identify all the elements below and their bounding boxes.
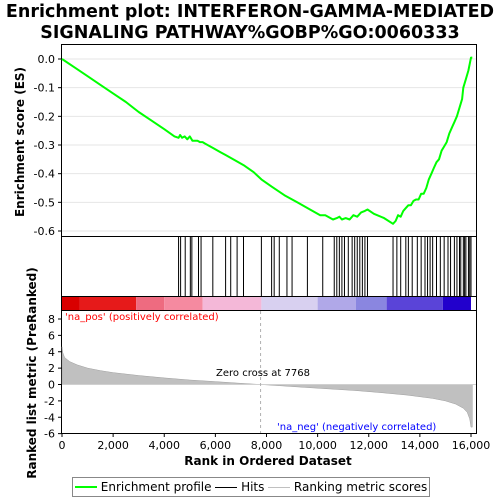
pos-label: 'na_pos' (positively correlated) — [65, 312, 219, 323]
title-line-1: Enrichment plot: INTERFERON-GAMMA-MEDIAT… — [5, 2, 495, 22]
legend-item-metric: Ranking metric scores — [267, 480, 428, 494]
enrichment-profile-line — [61, 56, 473, 225]
legend-label-metric: Ranking metric scores — [293, 480, 428, 494]
xtick-label: 14,000 — [401, 439, 440, 452]
es-ytick-label: -0.1 — [34, 82, 55, 95]
x-axis-label: Rank in Ordered Dataset — [184, 454, 352, 468]
legend-label-profile: Enrichment profile — [100, 480, 212, 494]
hit-marks — [178, 237, 472, 296]
legend-item-hits: Hits — [215, 480, 264, 494]
metric-y-ticks: 8 6 4 2 0 -2 -4 -6 — [44, 313, 62, 441]
metric-area — [61, 311, 476, 433]
metric-y-axis-label: Ranked list metric (PreRanked) — [25, 267, 39, 479]
legend-label-hits: Hits — [241, 480, 265, 494]
legend-swatch-hits — [215, 486, 238, 488]
es-ytick-label: -0.4 — [34, 168, 55, 181]
zero-cross-label: Zero cross at 7768 — [216, 368, 310, 379]
chart-title: Enrichment plot: INTERFERON-GAMMA-MEDIAT… — [0, 2, 500, 44]
legend-item-profile: Enrichment profile — [74, 480, 212, 494]
metric-ytick-label: 2 — [48, 362, 55, 375]
metric-ytick-label: 4 — [48, 346, 55, 359]
xtick-label: 2,000 — [97, 439, 129, 452]
metric-ytick-label: 6 — [48, 329, 55, 342]
colorbar-segment — [202, 297, 262, 310]
xtick-label: 4,000 — [149, 439, 181, 452]
es-ytick-label: -0.2 — [34, 110, 55, 123]
xtick-label: 16,000 — [452, 439, 491, 452]
xtick-label: 8,000 — [251, 439, 283, 452]
es-ytick-label: -0.6 — [34, 225, 55, 238]
metric-ytick-label: -2 — [44, 395, 55, 408]
es-ytick-label: -0.5 — [34, 196, 55, 209]
colorbar-segment — [136, 297, 165, 310]
colorbar-segment — [442, 297, 471, 310]
es-y-axis-label: Enrichment score (ES) — [13, 67, 27, 217]
xtick-label: 10,000 — [298, 439, 337, 452]
xtick-label: 0 — [59, 439, 66, 452]
hits-panel — [61, 236, 477, 297]
metric-ytick-label: -6 — [44, 428, 55, 441]
colorbar-segment — [261, 297, 318, 310]
metric-ytick-label: 8 — [48, 313, 55, 326]
xtick-label: 12,000 — [350, 439, 389, 452]
es-ytick-label: 0.0 — [38, 53, 56, 66]
legend: Enrichment profile Hits Ranking metric s… — [72, 477, 430, 497]
xtick-label: 6,000 — [200, 439, 232, 452]
es-line-group — [61, 56, 473, 225]
es-ytick-label: -0.3 — [34, 139, 55, 152]
es-grid — [62, 58, 476, 232]
title-line-2: SIGNALING PATHWAY%GOBP%GO:0060333 — [40, 23, 460, 43]
colorbar-segment — [355, 297, 387, 310]
metric-ytick-label: 0 — [48, 379, 55, 392]
colorbar-segment — [164, 297, 203, 310]
colorbar-segment — [386, 297, 443, 310]
metric-ytick-label: -4 — [44, 411, 55, 424]
legend-swatch-metric — [267, 486, 290, 488]
neg-label: 'na_neg' (negatively correlated) — [277, 422, 436, 433]
ranked-metric-area — [61, 346, 473, 428]
legend-swatch-profile — [74, 486, 97, 488]
colorbar-segment — [79, 297, 137, 310]
metric-panel — [61, 310, 477, 434]
es-panel — [61, 44, 477, 237]
colorbar-segment — [317, 297, 356, 310]
es-y-ticks: 0.0 -0.1 -0.2 -0.3 -0.4 -0.5 -0.6 — [34, 53, 62, 238]
colorbar — [62, 297, 471, 310]
x-ticks: 0 2,000 4,000 6,000 8,000 10,000 12,000 14,000 1… — [59, 433, 491, 452]
colorbar-segment — [62, 297, 80, 310]
